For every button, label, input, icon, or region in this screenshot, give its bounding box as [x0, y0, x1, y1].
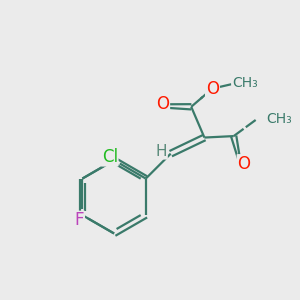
Text: CH₃: CH₃: [232, 76, 258, 90]
Text: F: F: [75, 212, 84, 230]
Text: H: H: [156, 144, 167, 159]
Text: Cl: Cl: [102, 148, 118, 166]
Text: O: O: [156, 95, 169, 113]
Text: O: O: [237, 155, 250, 173]
Text: O: O: [206, 80, 219, 98]
Text: CH₃: CH₃: [266, 112, 292, 126]
